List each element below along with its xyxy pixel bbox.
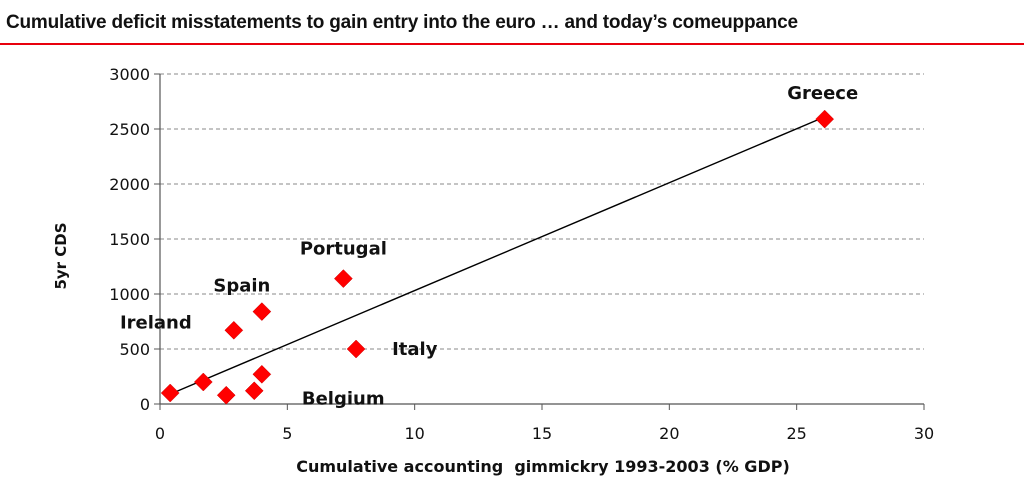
data-point-0: [160, 383, 180, 403]
y-tick-label-4: 2000: [109, 175, 150, 194]
point-labels: Belgium Ireland Spain Portugal Italy Greece: [120, 83, 858, 409]
axes: [154, 73, 925, 410]
x-tick-label-0: 0: [155, 424, 165, 443]
data-point-3: [244, 381, 264, 401]
chart-title: Cumulative deficit misstatements to gain…: [6, 12, 798, 33]
data-point-4: [252, 364, 272, 384]
y-tick-label-0: 0: [140, 395, 150, 414]
x-axis-label: Cumulative accounting gimmickry 1993-200…: [296, 457, 790, 476]
x-tick-label-1: 5: [282, 424, 292, 443]
x-tick-label-3: 15: [532, 424, 552, 443]
title-underline: [0, 43, 1024, 45]
data-point-8: [346, 339, 366, 359]
gridlines: [160, 73, 924, 350]
x-tick-label-2: 10: [404, 424, 424, 443]
y-tick-label-3: 1500: [109, 230, 150, 249]
point-label-belgium: Belgium: [302, 388, 385, 409]
x-tick-label-6: 30: [914, 424, 934, 443]
y-axis-label: 5yr CDS: [52, 222, 70, 289]
point-label-italy: Italy: [392, 339, 438, 360]
x-tick-label-4: 20: [659, 424, 679, 443]
y-tick-label-2: 1000: [109, 285, 150, 304]
data-point-9: [815, 109, 835, 129]
data-point-5: [224, 320, 244, 340]
trendline-line: [169, 116, 825, 395]
data-point-7: [334, 269, 353, 288]
point-label-portugal: Portugal: [300, 239, 387, 260]
y-tick-label-6: 3000: [109, 65, 150, 84]
data-point-6: [252, 302, 272, 321]
data-points: [160, 109, 835, 405]
y-tick-label-5: 2500: [109, 120, 150, 139]
data-point-1: [193, 372, 213, 392]
point-label-spain: Spain: [213, 276, 270, 297]
trendline: [169, 116, 825, 395]
point-label-ireland: Ireland: [120, 312, 192, 333]
x-tick-label-5: 25: [786, 424, 806, 443]
point-label-greece: Greece: [787, 83, 858, 104]
data-point-2: [216, 385, 236, 405]
y-tick-label-1: 500: [119, 340, 150, 359]
tick-labels: 0 500 1000 1500 2000 2500 3000 0 5 10 15 20 25 30: [109, 65, 934, 443]
